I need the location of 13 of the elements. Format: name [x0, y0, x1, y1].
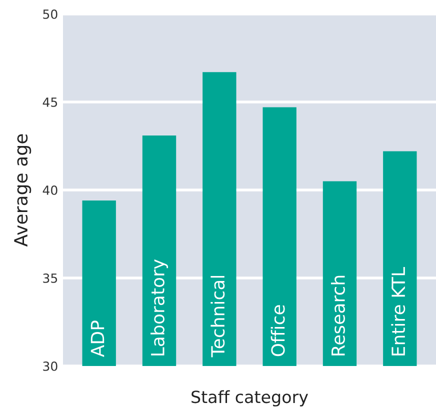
x-tick-label: Technical — [210, 276, 225, 358]
y-tick-label: 30 — [43, 361, 58, 371]
x-axis-title: Staff category — [192, 390, 308, 406]
x-tick-label: Office — [270, 305, 285, 356]
y-tick-label: 35 — [43, 273, 58, 283]
y-tick-label: 40 — [42, 185, 58, 195]
y-tick-label: 45 — [42, 98, 58, 107]
x-tick-label: ADP — [90, 320, 104, 358]
x-tick-label: Research — [331, 276, 345, 356]
x-tick-label: Laboratory — [150, 259, 168, 356]
y-tick-label: 50 — [43, 9, 58, 19]
y-axis-title: Average age — [14, 134, 32, 247]
x-tick-label: Entire KTL — [391, 266, 406, 356]
